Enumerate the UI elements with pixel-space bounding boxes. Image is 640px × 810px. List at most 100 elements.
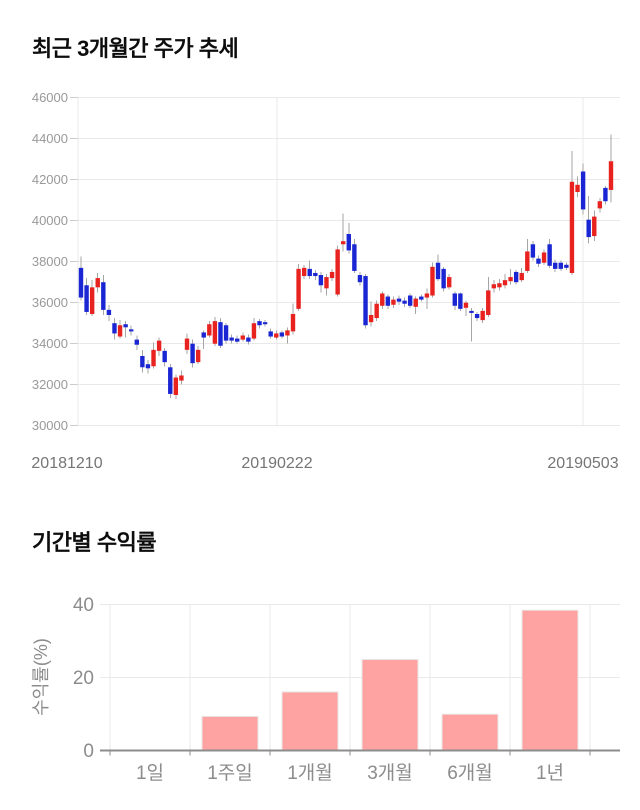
candle-up [251,323,257,339]
candle-down [235,338,240,342]
candle-up [212,321,218,344]
candle-up [430,266,435,296]
candle-down [218,322,223,346]
price-y-tick-label: 30000 [32,418,68,433]
candle-up [374,303,379,319]
returns-chart-title: 기간별 수익률 [32,530,157,555]
price-y-tick-label: 46000 [32,90,68,105]
candle-up [301,267,307,277]
candle-down [106,309,112,315]
candle-up [179,375,184,381]
price-y-tick-label: 40000 [32,213,68,228]
candle-down [78,267,84,298]
candle-up [368,315,374,323]
candle-down [229,337,234,341]
candle-down [357,275,363,283]
candle-up [335,249,340,295]
candle-up [597,201,603,209]
candle-down [603,187,608,202]
candle-up [195,349,201,363]
candle-up [391,299,396,305]
candle-down [162,350,167,363]
candle-down [201,332,206,338]
returns-x-category-label: 6개월 [447,762,493,784]
candle-down [513,271,519,283]
candle-up [502,280,508,286]
candle-down [112,323,117,334]
returns-x-category-label: 3개월 [367,762,413,784]
candle-up [274,333,279,338]
candle-up [525,251,530,271]
price-y-tick-label: 32000 [32,377,68,392]
returns-x-category-label: 1주일 [207,762,253,784]
candle-down [564,264,569,268]
returns-bar [361,658,419,752]
returns-bar [281,691,339,752]
candle-up [324,277,329,289]
candle-up [497,283,502,288]
price-y-tick-label: 44000 [32,131,68,146]
returns-x-category-label: 1개월 [287,762,333,784]
candle-down [547,244,552,266]
candle-up [184,338,190,350]
candle-down [257,321,262,326]
candle-down [474,313,480,319]
candle-up [508,277,513,282]
candle-down [84,285,89,312]
candle-up [240,335,245,340]
candle-up [173,377,179,395]
candle-down [558,262,563,269]
candle-up [491,284,497,289]
candle-down [452,293,457,306]
candle-up [569,181,575,273]
candle-up [541,252,547,263]
candle-down [101,282,106,310]
candle-up [447,277,452,288]
returns-bar [441,713,499,752]
returns-x-category-label: 1일 [136,762,164,784]
candle-down [134,339,139,345]
candle-up [608,161,614,190]
candle-down [553,262,558,269]
candle-up [290,313,296,332]
candle-down [223,325,229,341]
candle-down [363,276,368,326]
candle-down [129,329,134,332]
price-chart-title: 최근 3개월간 주가 추세 [32,36,239,61]
price-x-axis-label: 20181210 [31,455,102,472]
candle-down [396,298,402,302]
candle-down [168,367,173,394]
price-y-tick-label: 38000 [32,254,68,269]
candle-down [530,244,536,258]
candle-up [592,216,597,237]
candle-up [519,272,524,281]
candle-down [268,331,273,337]
candle-up [575,184,580,192]
returns-bar [201,715,259,752]
returns-y-tick-label: 0 [83,741,94,762]
candle-down [469,310,474,313]
returns-y-tick-label: 40 [73,595,94,616]
candle-down [140,356,145,368]
candle-up [95,278,100,288]
candle-up [117,325,123,337]
price-x-axis-label: 20190503 [547,455,618,472]
candle-down [313,272,318,277]
candle-up [463,302,469,308]
candle-up [285,330,290,336]
returns-y-tick-label: 20 [73,668,94,689]
candle-down [352,244,357,271]
price-y-tick-label: 34000 [32,336,68,351]
candle-down [385,296,391,306]
candle-down [536,258,541,264]
candle-down [145,364,151,369]
returns-x-category-label: 1년 [536,762,564,784]
candle-down [419,296,424,300]
candle-down [262,322,268,325]
candle-up [151,349,156,367]
candle-down [279,332,285,337]
candle-down [402,300,407,304]
candle-up [486,290,491,315]
